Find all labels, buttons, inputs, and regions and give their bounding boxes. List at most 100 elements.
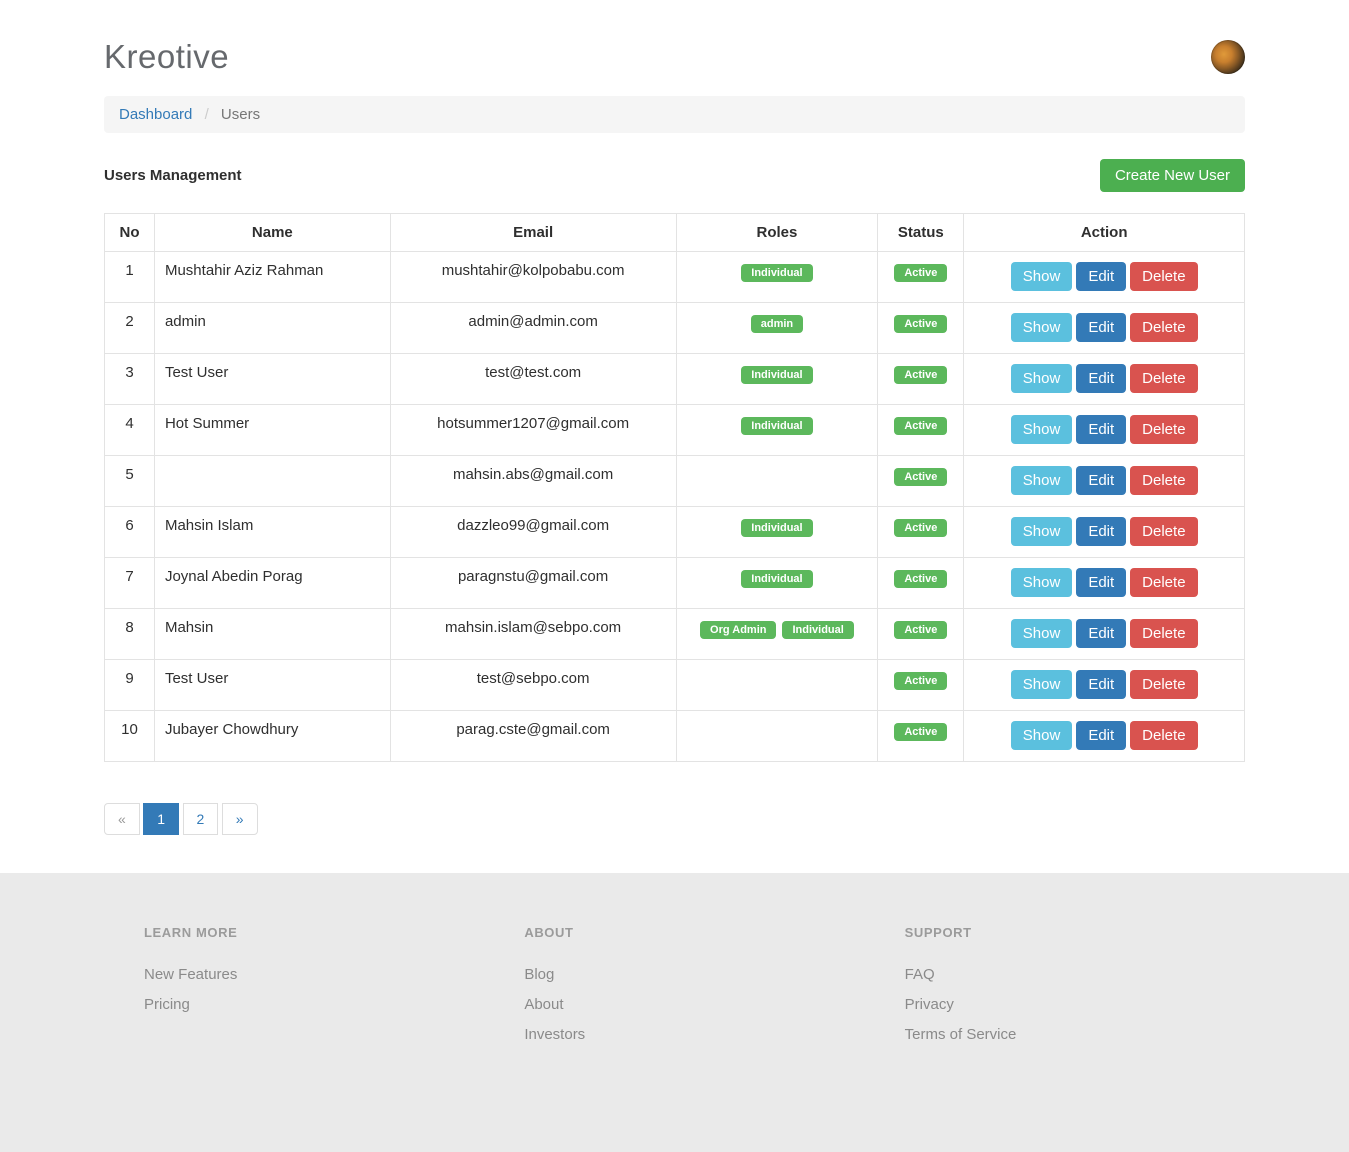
show-button[interactable]: Show xyxy=(1010,262,1073,291)
edit-button[interactable]: Edit xyxy=(1076,262,1127,291)
footer-heading: SUPPORT xyxy=(904,925,972,940)
header-email[interactable]: Email xyxy=(389,213,677,252)
row-number: 4 xyxy=(104,404,155,456)
pagination-page-2[interactable]: 2 xyxy=(182,803,219,835)
user-email: test@test.com xyxy=(389,353,677,405)
action-cell: Show Edit Delete xyxy=(963,608,1245,660)
delete-button[interactable]: Delete xyxy=(1130,466,1198,495)
header-no[interactable]: No xyxy=(104,213,155,252)
brand-logo: Kreotive xyxy=(104,38,230,75)
site-footer: LEARN MORE New Features Pricing ABOUT Blog Ab… xyxy=(0,873,1349,1152)
user-name: Jubayer Chowdhury xyxy=(153,710,391,762)
row-number: 7 xyxy=(104,557,155,609)
user-email: parag.cste@gmail.com xyxy=(389,710,677,762)
delete-button[interactable]: Delete xyxy=(1130,517,1198,546)
breadcrumb-dashboard-link[interactable]: Dashboard xyxy=(119,106,193,123)
user-status-cell: Active xyxy=(877,710,965,762)
footer-link[interactable]: Pricing xyxy=(144,996,190,1013)
footer-link[interactable]: About xyxy=(524,996,564,1013)
edit-button[interactable]: Edit xyxy=(1076,568,1127,597)
show-button[interactable]: Show xyxy=(1010,670,1073,699)
pagination-prev[interactable]: « xyxy=(104,803,140,835)
role-badge: Individual xyxy=(782,621,854,639)
user-roles-cell xyxy=(675,710,879,762)
status-badge: Active xyxy=(894,468,948,486)
user-email: test@sebpo.com xyxy=(389,659,677,711)
delete-button[interactable]: Delete xyxy=(1130,619,1198,648)
footer-column: LEARN MORE New Features Pricing xyxy=(104,925,484,1056)
header-roles[interactable]: Roles xyxy=(675,213,879,252)
edit-button[interactable]: Edit xyxy=(1076,721,1127,750)
table-row: 7 Joynal Abedin Porag paragnstu@gmail.com I… xyxy=(104,557,1245,609)
table-row: 6 Mahsin Islam dazzleo99@gmail.com Individu… xyxy=(104,506,1245,558)
user-avatar[interactable] xyxy=(1211,40,1245,74)
user-roles-cell: Individual xyxy=(675,251,879,303)
user-name: Hot Summer xyxy=(153,404,391,456)
user-roles-cell: Individual xyxy=(675,557,879,609)
breadcrumb-separator: / xyxy=(204,106,209,123)
footer-link[interactable]: Blog xyxy=(524,966,555,983)
footer-link[interactable]: FAQ xyxy=(904,966,935,983)
pagination-next[interactable]: » xyxy=(221,803,258,835)
user-status-cell: Active xyxy=(877,251,965,303)
edit-button[interactable]: Edit xyxy=(1076,619,1127,648)
footer-column: ABOUT Blog About Investors xyxy=(484,925,864,1056)
footer-grid: LEARN MORE New Features Pricing ABOUT Blog Ab… xyxy=(104,925,1245,1056)
footer-link[interactable]: New Features xyxy=(144,966,238,983)
delete-button[interactable]: Delete xyxy=(1130,313,1198,342)
user-status-cell: Active xyxy=(877,506,965,558)
table-row: 9 Test User test@sebpo.com Active Show Edit De… xyxy=(104,659,1245,711)
footer-heading: ABOUT xyxy=(524,925,574,940)
row-number: 3 xyxy=(104,353,155,405)
delete-button[interactable]: Delete xyxy=(1130,670,1198,699)
row-number: 8 xyxy=(104,608,155,660)
header-status[interactable]: Status xyxy=(877,213,965,252)
user-email: mahsin.abs@gmail.com xyxy=(389,455,677,507)
delete-button[interactable]: Delete xyxy=(1130,415,1198,444)
user-name: Test User xyxy=(153,659,391,711)
edit-button[interactable]: Edit xyxy=(1076,415,1127,444)
user-name xyxy=(153,455,391,507)
table-body: 1 Mushtahir Aziz Rahman mushtahir@kolpobab… xyxy=(104,251,1245,762)
user-roles-cell: admin xyxy=(675,302,879,354)
edit-button[interactable]: Edit xyxy=(1076,313,1127,342)
edit-button[interactable]: Edit xyxy=(1076,364,1127,393)
footer-link[interactable]: Privacy xyxy=(904,996,954,1013)
header-action[interactable]: Action xyxy=(963,213,1245,252)
table-row: 4 Hot Summer hotsummer1207@gmail.com Indivi… xyxy=(104,404,1245,456)
show-button[interactable]: Show xyxy=(1010,313,1073,342)
show-button[interactable]: Show xyxy=(1010,415,1073,444)
show-button[interactable]: Show xyxy=(1010,619,1073,648)
table-row: 1 Mushtahir Aziz Rahman mushtahir@kolpobab… xyxy=(104,251,1245,303)
header-name[interactable]: Name xyxy=(153,213,391,252)
delete-button[interactable]: Delete xyxy=(1130,262,1198,291)
edit-button[interactable]: Edit xyxy=(1076,466,1127,495)
user-name: Joynal Abedin Porag xyxy=(153,557,391,609)
status-badge: Active xyxy=(894,519,948,537)
title-row: Users Management Create New User xyxy=(104,159,1245,192)
user-status-cell: Active xyxy=(877,659,965,711)
footer-link[interactable]: Terms of Service xyxy=(904,1026,1017,1043)
show-button[interactable]: Show xyxy=(1010,568,1073,597)
user-email: admin@admin.com xyxy=(389,302,677,354)
action-cell: Show Edit Delete xyxy=(963,302,1245,354)
show-button[interactable]: Show xyxy=(1010,517,1073,546)
status-badge: Active xyxy=(894,723,948,741)
pagination-page-1[interactable]: 1 xyxy=(143,803,180,835)
show-button[interactable]: Show xyxy=(1010,364,1073,393)
main-container: Kreotive Dashboard / Users Users Managem… xyxy=(104,0,1245,873)
row-number: 2 xyxy=(104,302,155,354)
delete-button[interactable]: Delete xyxy=(1130,568,1198,597)
user-roles-cell xyxy=(675,455,879,507)
delete-button[interactable]: Delete xyxy=(1130,721,1198,750)
show-button[interactable]: Show xyxy=(1010,466,1073,495)
action-cell: Show Edit Delete xyxy=(963,659,1245,711)
edit-button[interactable]: Edit xyxy=(1076,670,1127,699)
create-new-user-button[interactable]: Create New User xyxy=(1099,159,1245,192)
show-button[interactable]: Show xyxy=(1010,721,1073,750)
delete-button[interactable]: Delete xyxy=(1130,364,1198,393)
role-badge: Individual xyxy=(741,417,813,435)
edit-button[interactable]: Edit xyxy=(1076,517,1127,546)
footer-link[interactable]: Investors xyxy=(524,1026,586,1043)
user-email: paragnstu@gmail.com xyxy=(389,557,677,609)
